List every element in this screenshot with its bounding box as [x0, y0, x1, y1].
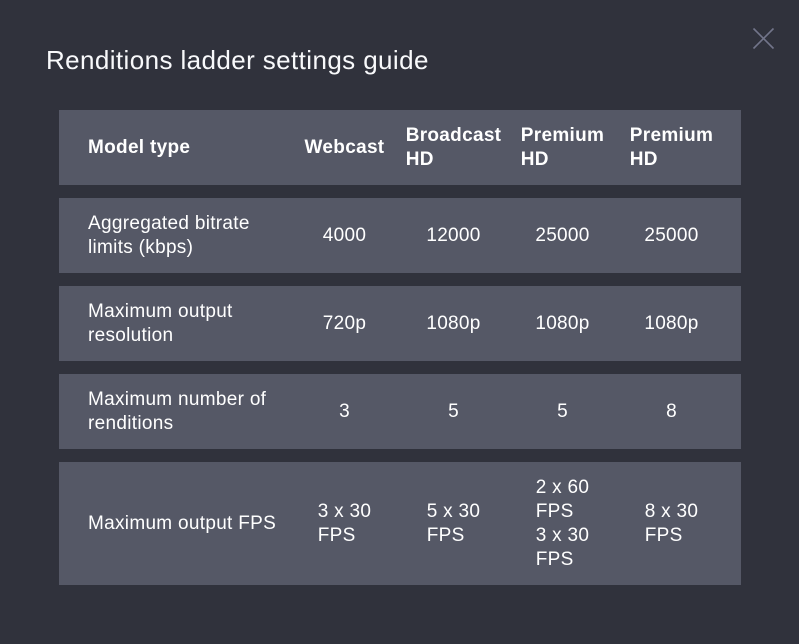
table-row-renditions: Maximum number of renditions 3 5 5 8 [59, 374, 741, 449]
settings-table: Model type Webcast Broadcast HD Premium … [59, 110, 741, 585]
cell-value: 25000 [644, 224, 699, 246]
table-row-fps: Maximum output FPS 3 x 30 FPS 5 x 30 FPS… [59, 462, 741, 585]
cell-value: 3 [339, 400, 350, 422]
column-header-premium-hd-2: Premium HD [629, 124, 714, 170]
cell-value: 5 [557, 400, 568, 422]
cell-value: 5 [448, 400, 459, 422]
cell-value: 8 x 30 FPS [644, 500, 699, 546]
table-row-resolution: Maximum output resolution 720p 1080p 108… [59, 286, 741, 361]
cell-value: 3 x 30 FPS [317, 500, 372, 546]
cell-value: 1080p [644, 312, 699, 334]
cell-value: 12000 [426, 224, 481, 246]
cell-value: 2 x 60 FPS 3 x 30 FPS [535, 476, 590, 570]
column-header-webcast: Webcast [304, 136, 385, 158]
column-header-model-type: Model type [88, 136, 191, 158]
modal-title: Renditions ladder settings guide [46, 45, 429, 75]
column-header-broadcast-hd: Broadcast HD [405, 124, 502, 170]
table-header-row: Model type Webcast Broadcast HD Premium … [59, 110, 741, 185]
row-label: Maximum number of renditions [88, 388, 267, 434]
cell-value: 720p [322, 312, 367, 334]
cell-value: 1080p [426, 312, 481, 334]
row-label: Aggregated bitrate limits (kbps) [88, 212, 250, 258]
row-label: Maximum output FPS [88, 512, 277, 534]
cell-value: 5 x 30 FPS [426, 500, 481, 546]
cell-value: 1080p [535, 312, 590, 334]
cell-value: 4000 [322, 224, 367, 246]
cell-value: 25000 [535, 224, 590, 246]
row-label: Maximum output resolution [88, 300, 233, 346]
cell-value: 8 [666, 400, 677, 422]
table-row-bitrate: Aggregated bitrate limits (kbps) 4000 12… [59, 198, 741, 273]
column-header-premium-hd-1: Premium HD [520, 124, 605, 170]
close-button[interactable] [749, 24, 777, 52]
close-icon [752, 27, 775, 50]
